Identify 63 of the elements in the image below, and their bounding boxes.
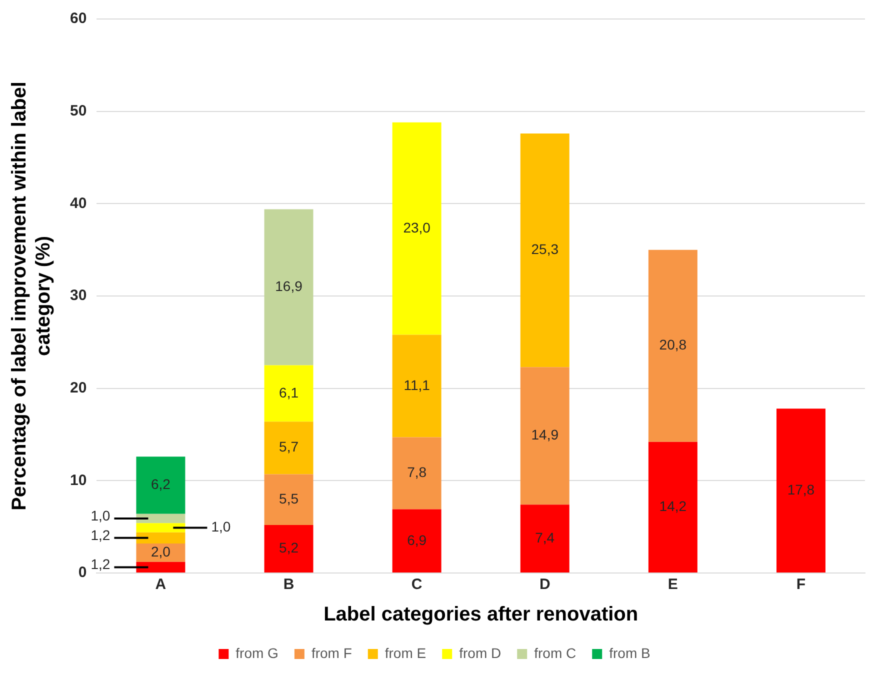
data-label: 7,4 [535, 529, 555, 546]
bar [520, 367, 570, 505]
data-label: 14,2 [659, 498, 687, 514]
data-label: 16,9 [275, 278, 303, 294]
y-tick-label: 10 [70, 472, 87, 489]
bar [136, 543, 186, 562]
y-tick-label: 60 [70, 10, 87, 28]
x-tick-label: A [155, 576, 166, 594]
bar [392, 509, 442, 572]
data-label: 1,2 [90, 526, 110, 543]
y-tick-label: 50 [70, 102, 87, 120]
legend-label: from C [534, 644, 576, 661]
data-label: 5,7 [279, 438, 299, 455]
bar [264, 209, 314, 366]
bar [264, 474, 314, 525]
data-label: 6,9 [407, 532, 427, 548]
bar [392, 122, 442, 335]
bar [136, 514, 186, 524]
y-tick-label: 40 [70, 194, 87, 212]
data-label: 1,2 [90, 556, 110, 572]
bar [136, 456, 186, 514]
bar [648, 250, 698, 442]
data-label: 23,0 [403, 219, 431, 236]
legend-label: from E [384, 644, 426, 661]
data-label: 1,0 [90, 507, 110, 524]
data-label: 6,1 [279, 384, 299, 400]
legend-label: from B [609, 644, 650, 661]
bar [136, 523, 186, 532]
y-tick-label: 30 [70, 287, 87, 304]
x-tick-label: C [411, 576, 422, 594]
bar [776, 408, 826, 572]
data-label: 17,8 [787, 481, 815, 498]
bar [136, 562, 186, 572]
data-label: 5,5 [279, 490, 299, 506]
data-label: 14,9 [531, 426, 559, 443]
bar [520, 504, 570, 572]
data-label: 20,8 [659, 336, 687, 353]
bar [392, 437, 442, 510]
y-tick-label: 0 [78, 564, 87, 582]
data-label: 2,0 [150, 544, 171, 560]
data-label: 6,2 [150, 476, 171, 492]
bar [648, 442, 698, 572]
legend-label: from D [459, 644, 502, 661]
x-tick-label: F [796, 576, 806, 594]
y-tick-label: 20 [70, 379, 87, 396]
x-axis-title: Label categories after renovation [324, 604, 638, 626]
data-label: 25,3 [531, 241, 559, 258]
bar [264, 365, 314, 422]
bar [392, 334, 442, 438]
y-axis-title: Percentage of label improvement within label category (%) [8, 82, 55, 510]
data-label: 7,8 [407, 464, 427, 480]
bar [136, 532, 186, 544]
data-label: 1,0 [211, 518, 231, 535]
data-label: 11,1 [404, 376, 430, 393]
bar [264, 422, 314, 474]
bar [520, 133, 570, 368]
x-tick-label: D [539, 576, 550, 594]
x-tick-label: B [283, 576, 294, 594]
legend-label: from G [236, 644, 278, 661]
data-label: 5,2 [279, 540, 299, 556]
x-tick-label: E [668, 576, 678, 594]
bar [264, 524, 314, 572]
legend-label: from F [311, 644, 352, 661]
